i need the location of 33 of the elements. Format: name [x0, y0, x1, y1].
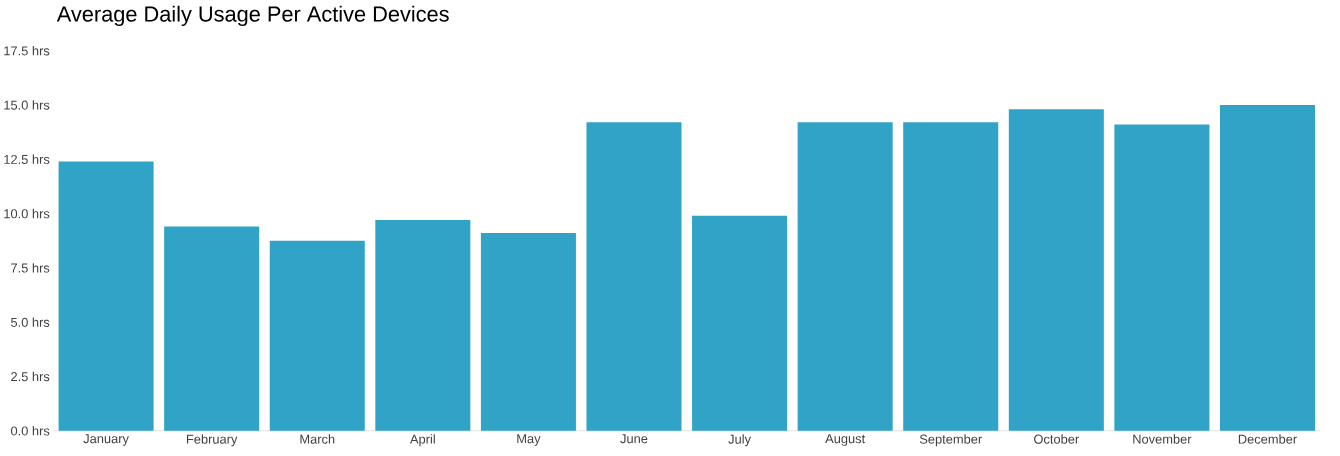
y-tick-label: 0.0 hrs	[10, 425, 50, 436]
bar	[269, 240, 365, 431]
y-tick-label: 12.5 hrs	[4, 154, 50, 164]
bar	[375, 220, 471, 431]
y-tick-label: 7.5 hrs	[11, 263, 50, 273]
y-tick-label: 15.0 hrs	[4, 100, 50, 110]
bar	[903, 122, 999, 431]
bar	[797, 122, 893, 431]
bar	[1008, 109, 1104, 431]
bar	[586, 122, 682, 431]
x-tick-label: May	[517, 434, 541, 446]
x-tick-label: March	[300, 434, 335, 444]
x-tick-label: July	[728, 434, 751, 447]
x-tick-label: January	[83, 434, 129, 446]
x-tick-label: December	[1238, 434, 1297, 444]
bar	[1114, 124, 1210, 431]
x-tick-label: April	[410, 434, 435, 447]
y-tick-label: 10.0 hrs	[4, 208, 50, 219]
y-tick-label: 17.5 hrs	[4, 45, 50, 56]
bar	[58, 161, 154, 431]
x-tick-label: November	[1133, 434, 1192, 444]
y-tick-label: 2.5 hrs	[11, 371, 50, 382]
bar	[164, 226, 260, 431]
x-tick-label: September	[919, 434, 982, 447]
chart-title: Average Daily Usage Per Active Devices	[56, 5, 449, 26]
bar	[692, 215, 788, 431]
x-tick-label: February	[186, 434, 238, 447]
bar	[1219, 104, 1315, 431]
y-tick-label: 5.0 hrs	[10, 317, 50, 327]
bar	[480, 233, 576, 431]
x-tick-label: October	[1034, 434, 1079, 444]
x-tick-label: August	[825, 434, 866, 446]
x-tick-label: June	[620, 434, 648, 444]
